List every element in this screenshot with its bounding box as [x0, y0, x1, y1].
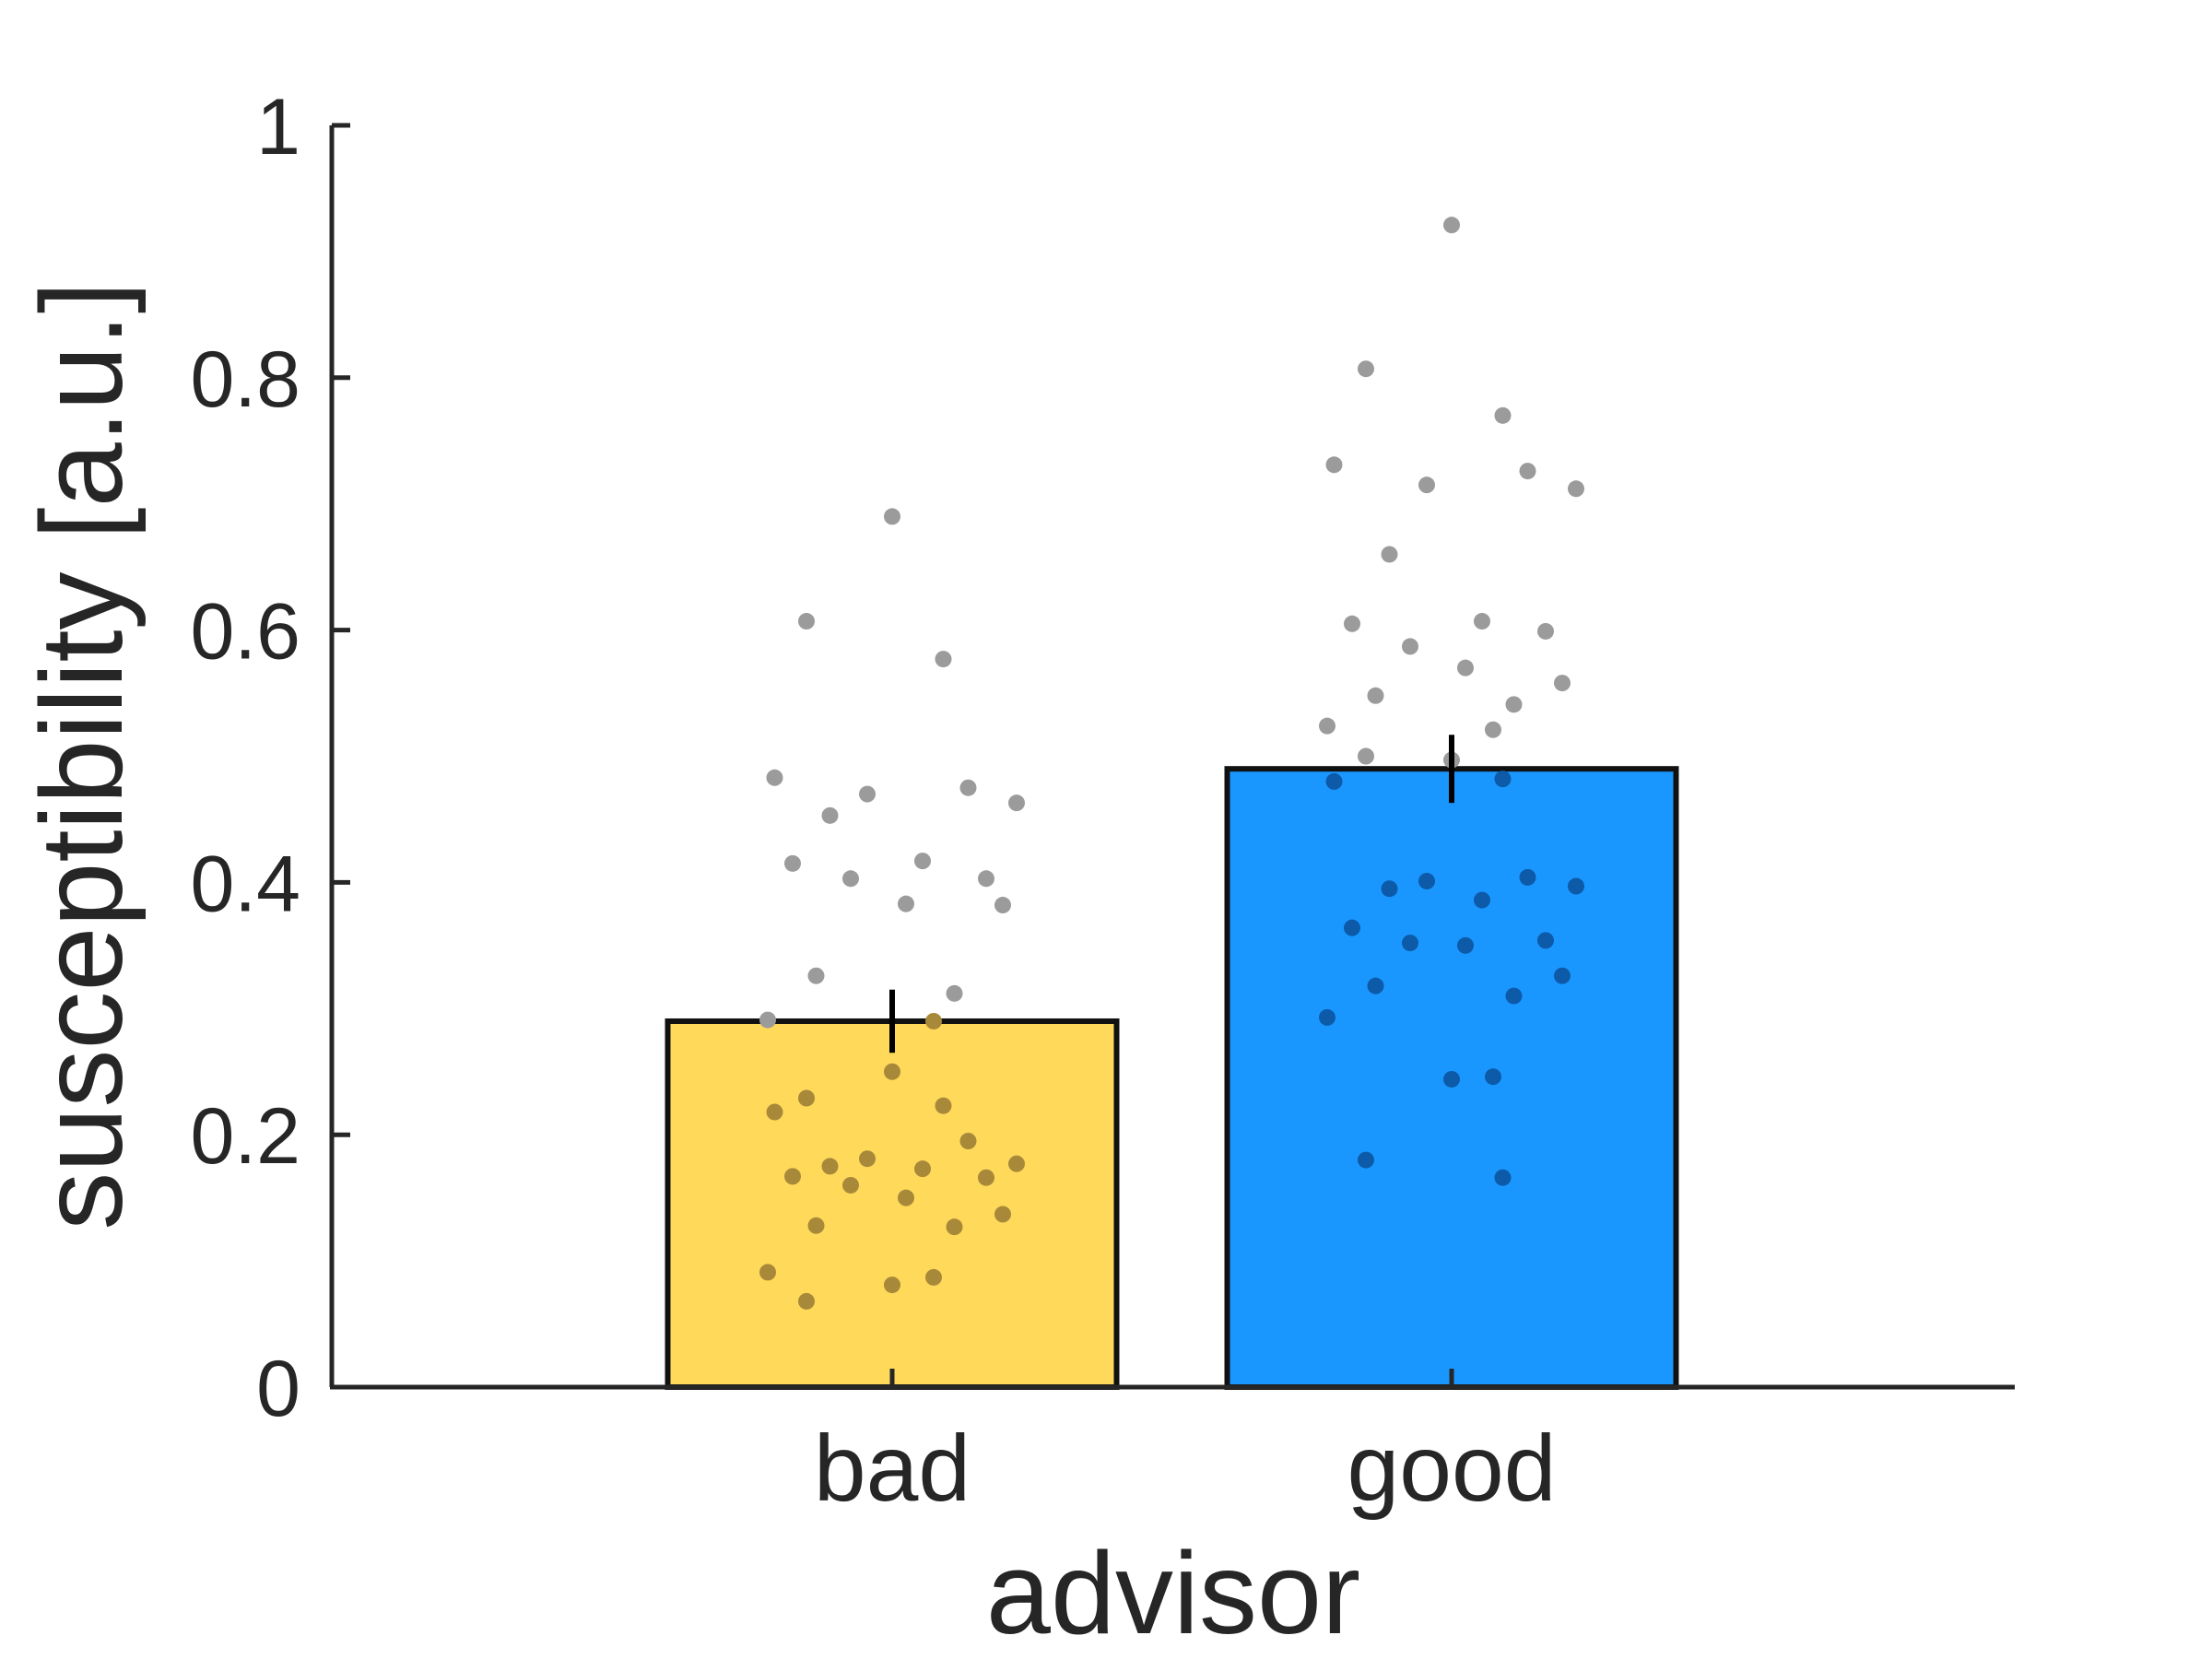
data-point	[925, 1012, 942, 1030]
y-tick-label: 0	[256, 1345, 300, 1433]
data-point	[1367, 977, 1384, 994]
data-point	[1358, 360, 1374, 378]
data-point	[1494, 406, 1512, 424]
data-point	[842, 1176, 859, 1194]
data-point	[807, 1217, 825, 1234]
data-point	[925, 1268, 942, 1286]
data-point	[1344, 919, 1360, 936]
y-axis-title: susceptibility [a.u.]	[17, 281, 147, 1230]
y-tick-label: 0.8	[190, 335, 300, 424]
data-point	[1457, 936, 1474, 954]
data-point	[821, 1158, 839, 1175]
data-point	[798, 1292, 815, 1310]
data-point	[1505, 696, 1523, 713]
data-point	[1494, 771, 1512, 788]
data-point	[1381, 880, 1398, 898]
data-point	[807, 967, 825, 984]
data-point	[946, 984, 963, 1002]
data-point	[1319, 717, 1335, 735]
category-label-good: good	[1347, 1416, 1557, 1521]
data-point	[1554, 967, 1571, 984]
y-tick-label: 1	[256, 83, 300, 171]
data-point	[759, 1011, 776, 1029]
data-point	[1358, 747, 1374, 765]
data-point	[946, 1218, 963, 1236]
data-point	[1418, 873, 1435, 890]
y-tick-label: 0.2	[190, 1092, 300, 1181]
axes-layer	[329, 125, 2015, 1390]
data-point	[959, 1133, 977, 1150]
data-point	[1554, 675, 1571, 692]
data-point	[1402, 935, 1418, 952]
category-label-bad: bad	[814, 1416, 971, 1521]
data-point	[798, 1089, 815, 1107]
data-point	[1325, 772, 1343, 790]
data-point	[1344, 615, 1360, 632]
y-tick-label: 0.6	[190, 588, 300, 677]
data-point	[1485, 1068, 1501, 1086]
data-point	[784, 854, 801, 872]
data-point	[898, 895, 914, 912]
category-labels-layer: bad good	[814, 1369, 1557, 1521]
data-point	[1325, 456, 1343, 474]
data-point	[978, 1169, 994, 1186]
data-point	[1358, 1151, 1374, 1169]
data-point	[842, 870, 859, 888]
data-point	[1537, 932, 1554, 949]
data-point	[1008, 794, 1025, 812]
y-tick-label: 0.4	[190, 840, 300, 928]
data-point	[1505, 987, 1523, 1005]
data-point	[1443, 217, 1460, 234]
data-point	[884, 1063, 900, 1080]
data-point	[1457, 659, 1474, 677]
data-point	[914, 853, 931, 870]
data-point	[935, 651, 952, 668]
error-bars-layer	[889, 735, 1454, 1053]
data-point	[1519, 463, 1536, 480]
data-point	[1537, 622, 1554, 640]
data-point	[1319, 1008, 1335, 1026]
data-point	[766, 1103, 783, 1121]
data-point	[1519, 868, 1536, 886]
bars-layer	[665, 766, 1679, 1390]
data-point	[1568, 480, 1584, 498]
data-point	[994, 897, 1011, 914]
data-point	[1367, 687, 1384, 704]
data-point	[884, 1277, 900, 1294]
data-point	[935, 1097, 952, 1114]
data-point	[1443, 1070, 1460, 1088]
data-point	[784, 1168, 801, 1185]
bar-bad	[665, 1018, 1120, 1390]
data-point	[1474, 891, 1490, 909]
data-point	[1568, 877, 1584, 895]
x-axis-title: advisor	[986, 1528, 1360, 1658]
data-point	[1485, 721, 1501, 738]
data-point	[1008, 1155, 1025, 1172]
data-point	[759, 1264, 776, 1281]
data-point	[978, 870, 994, 888]
data-point	[1402, 638, 1418, 655]
data-point	[1381, 546, 1398, 563]
data-point	[859, 1150, 876, 1168]
data-point	[1418, 477, 1435, 494]
points-layer	[759, 217, 1584, 1310]
data-point	[994, 1206, 1011, 1223]
data-point	[959, 779, 977, 796]
data-point	[914, 1160, 931, 1178]
data-point	[1494, 1169, 1512, 1186]
y-ticks-layer: 0 0.2 0.4 0.6 0.8 1	[190, 83, 350, 1433]
data-point	[1474, 613, 1490, 630]
data-point	[898, 1189, 914, 1206]
data-point	[821, 806, 839, 824]
data-point	[884, 508, 900, 525]
data-point	[798, 613, 815, 630]
data-point	[859, 785, 876, 803]
data-point	[766, 769, 783, 786]
